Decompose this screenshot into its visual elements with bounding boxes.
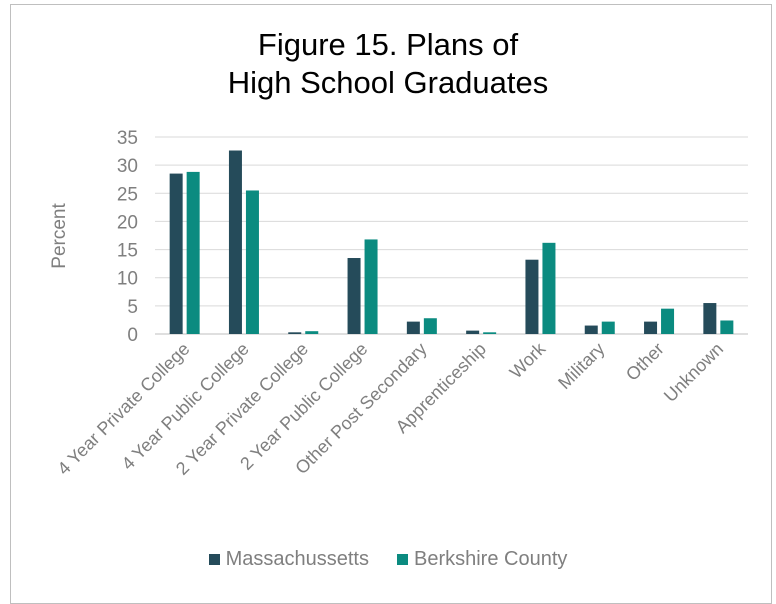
bar-berkshire-county bbox=[423, 318, 437, 334]
legend-swatch-berkshire-county bbox=[396, 554, 408, 565]
y-axis-label: Percent bbox=[49, 203, 70, 269]
legend-label-massachussetts: Massachussetts bbox=[225, 548, 369, 570]
chart-title-line-2: High School Graduates bbox=[227, 65, 549, 100]
bar-massachussetts bbox=[406, 321, 420, 334]
bar-massachussetts bbox=[288, 332, 302, 334]
chart-title: Figure 15. Plans of High School Graduate… bbox=[0, 26, 776, 102]
y-tick-label: 5 bbox=[127, 297, 138, 318]
legend-label-berkshire-county: Berkshire County bbox=[413, 548, 568, 570]
bar-massachussetts bbox=[703, 303, 717, 334]
x-tick-label: Military bbox=[554, 339, 608, 393]
bar-berkshire-county bbox=[245, 190, 259, 334]
y-tick-label: 35 bbox=[117, 128, 138, 149]
bar-berkshire-county bbox=[483, 332, 497, 334]
y-tick-label: 30 bbox=[117, 156, 138, 177]
bar-massachussetts bbox=[169, 173, 183, 334]
chart-frame bbox=[10, 4, 772, 604]
bar-massachussetts bbox=[584, 325, 598, 334]
bar-berkshire-county bbox=[720, 320, 734, 334]
bar-berkshire-county bbox=[601, 321, 615, 334]
bar-massachussetts bbox=[228, 150, 242, 334]
bar-massachussetts bbox=[466, 330, 480, 334]
bar-berkshire-county bbox=[186, 171, 200, 334]
x-tick-label: Unknown bbox=[660, 339, 727, 406]
y-tick-label: 25 bbox=[117, 184, 138, 205]
y-tick-label: 15 bbox=[117, 241, 138, 262]
bar-massachussetts bbox=[644, 321, 658, 334]
bar-berkshire-county bbox=[661, 308, 675, 334]
y-tick-label: 20 bbox=[117, 212, 138, 233]
bar-berkshire-county bbox=[364, 239, 378, 334]
y-tick-label: 0 bbox=[127, 325, 138, 346]
y-tick-label: 10 bbox=[117, 269, 138, 290]
chart-title-line-1: Figure 15. Plans of bbox=[257, 27, 519, 62]
legend-swatch-massachussetts bbox=[208, 554, 220, 565]
legend: Massachussetts Berkshire County bbox=[0, 548, 776, 571]
legend-item-berkshire-county: Berkshire County bbox=[396, 548, 568, 571]
bar-berkshire-county bbox=[305, 331, 319, 334]
x-tick-label: Other bbox=[622, 339, 668, 385]
legend-item-massachussetts: Massachussetts bbox=[208, 548, 369, 571]
x-tick-label: Work bbox=[506, 338, 550, 382]
bar-massachussetts bbox=[347, 258, 361, 334]
bar-berkshire-county bbox=[542, 242, 556, 334]
bar-massachussetts bbox=[525, 259, 539, 334]
